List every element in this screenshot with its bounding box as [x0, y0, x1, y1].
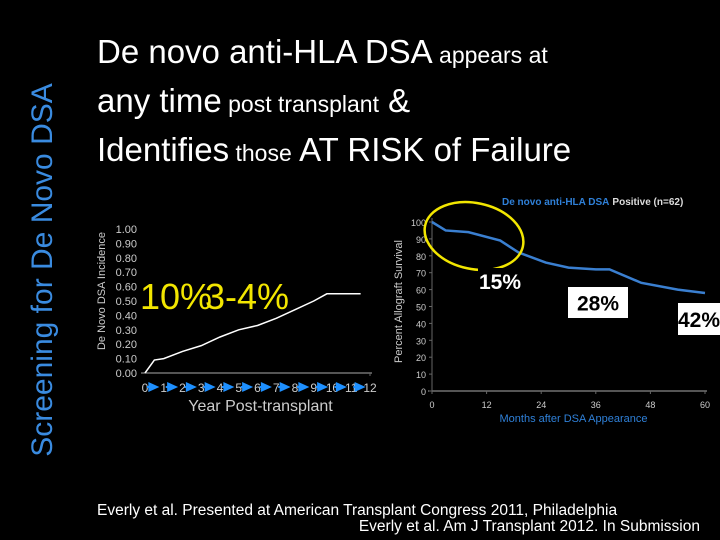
y-tick-label: 30	[416, 336, 426, 346]
tick-marker	[167, 382, 179, 392]
x-tick-label: 36	[591, 400, 601, 410]
x-axis-label: Months after DSA Appearance	[500, 413, 648, 425]
headline-line: De novo anti-HLA DSA appears at	[97, 33, 548, 70]
x-tick-label: 12	[363, 381, 377, 395]
y-tick-label: 20	[416, 353, 426, 363]
x-tick-label: 12	[482, 400, 492, 410]
annotation-box	[678, 303, 720, 335]
y-tick-label: 0.80	[116, 253, 137, 265]
x-tick-label: 2	[179, 381, 186, 395]
headline-segment: those	[229, 140, 292, 166]
data-line	[144, 293, 361, 374]
tick-marker	[223, 382, 235, 392]
x-tick-label: 0	[429, 400, 434, 410]
y-tick-label: 60	[416, 286, 426, 296]
headline-segment: any time	[97, 82, 222, 119]
x-tick-label: 24	[536, 400, 546, 410]
citation: Everly et al. Presented at American Tran…	[97, 502, 618, 519]
x-tick-label: 48	[645, 400, 655, 410]
x-tick-label: 4	[217, 381, 224, 395]
y-tick-label: 0.40	[116, 310, 137, 322]
x-tick-label: 60	[700, 400, 710, 410]
headline-line: any time post transplant &	[97, 82, 410, 119]
y-tick-label: 0.70	[116, 267, 137, 279]
tick-marker	[279, 382, 291, 392]
y-tick-label: 70	[416, 269, 426, 279]
headline-segment: appears at	[433, 42, 549, 68]
tick-marker	[298, 382, 310, 392]
tick-marker	[148, 382, 160, 392]
y-tick-label: 40	[416, 319, 426, 329]
tick-marker	[185, 382, 197, 392]
x-tick-label: 7	[273, 381, 280, 395]
tick-marker	[335, 382, 347, 392]
y-axis-label: De Novo DSA Incidence	[96, 232, 108, 350]
y-tick-label: 50	[416, 303, 426, 313]
tick-marker	[204, 382, 216, 392]
annotation-box	[478, 268, 522, 296]
x-tick-label: 5	[235, 381, 242, 395]
annotation: 10%	[140, 276, 212, 317]
x-tick-label: 9	[310, 381, 317, 395]
annotation: 28%	[577, 292, 619, 315]
x-tick-label: 3	[198, 381, 205, 395]
chart-title-main: De novo anti-HLA DSA	[502, 197, 609, 208]
x-tick-label: 1	[160, 381, 167, 395]
y-tick-label: 90	[416, 235, 426, 245]
tick-marker	[242, 382, 254, 392]
chart-title: De novo anti-HLA DSA Positive (n=62)	[502, 197, 683, 208]
annotation: 42%	[678, 309, 720, 332]
y-tick-label: 10	[416, 370, 426, 380]
tick-marker	[354, 382, 366, 392]
y-tick-label: 0.50	[116, 296, 137, 308]
x-tick-label: 8	[292, 381, 299, 395]
y-tick-label: 0.20	[116, 339, 137, 351]
y-tick-label: 0.00	[116, 368, 137, 380]
y-tick-label: 0.30	[116, 325, 137, 337]
x-tick-label: 6	[254, 381, 261, 395]
x-tick-label: 0	[142, 381, 149, 395]
y-tick-label: 80	[416, 252, 426, 262]
x-tick-label: 11	[345, 381, 358, 395]
citation: Everly et al. Am J Transplant 2012. In S…	[359, 518, 700, 535]
y-tick-label: 0	[421, 387, 426, 397]
headline-line: Identifies those AT RISK of Failure	[97, 131, 571, 168]
y-tick-label: 100	[411, 218, 426, 228]
headline-segment: &	[379, 82, 410, 119]
y-tick-label: 0.10	[116, 354, 137, 366]
x-axis-label: Year Post-transplant	[188, 398, 333, 415]
headline-segment: post transplant	[222, 91, 380, 117]
headline-segment: AT RISK of Failure	[292, 131, 571, 168]
annotation-box	[568, 287, 628, 318]
annotation: 3-4%	[205, 276, 289, 317]
y-axis-label: Percent Allograft Survival	[393, 240, 405, 363]
y-tick-label: 0.90	[116, 238, 137, 250]
tick-marker	[260, 382, 272, 392]
headline-segment: De novo anti-HLA DSA	[97, 33, 433, 70]
data-line	[431, 220, 706, 295]
annotation: 15%	[479, 271, 521, 294]
y-tick-label: 0.60	[116, 282, 137, 294]
headline-segment: Identifies	[97, 131, 229, 168]
y-tick-label: 1.00	[116, 224, 137, 236]
highlight-circle	[423, 200, 525, 272]
tick-marker	[317, 382, 329, 392]
side-title: Screening for De Novo DSA	[26, 83, 59, 457]
chart-subtitle: Positive (n=62)	[612, 197, 683, 208]
